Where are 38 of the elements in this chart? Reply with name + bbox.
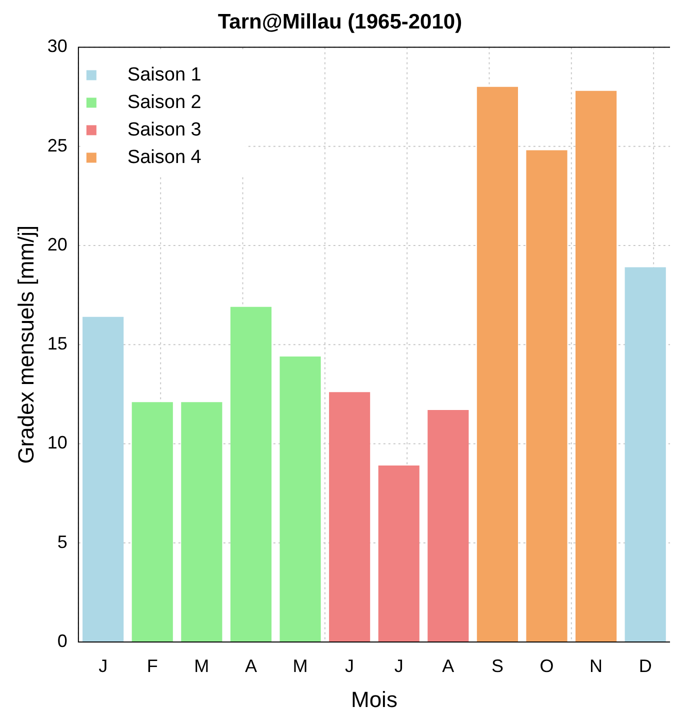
- x-tick-label: F: [146, 656, 158, 676]
- legend-label: Saison 3: [127, 119, 202, 140]
- bar: [132, 402, 173, 642]
- bar: [378, 466, 420, 642]
- bar: [329, 392, 370, 642]
- y-tick-label: 25: [47, 135, 68, 156]
- bar: [181, 402, 222, 642]
- bar: [280, 356, 321, 642]
- x-tick-label: J: [394, 656, 404, 676]
- y-tick-label: 10: [47, 432, 68, 453]
- x-tick-label: A: [442, 656, 454, 676]
- x-axis-title: Mois: [350, 686, 398, 712]
- bar: [476, 86, 518, 642]
- x-tick-label: M: [292, 656, 308, 676]
- y-tick-label: 20: [47, 234, 68, 254]
- y-tick-label: 15: [47, 334, 68, 354]
- x-tick-label: A: [244, 656, 257, 676]
- y-tick-label: 0: [57, 630, 68, 651]
- bar: [82, 316, 124, 642]
- legend-label: Saison 1: [127, 64, 202, 86]
- bar: [624, 267, 666, 642]
- bar: [526, 150, 568, 642]
- y-axis-title: Gradex mensuels [mm/j]: [13, 225, 38, 464]
- x-tick-label: J: [345, 656, 354, 676]
- x-tick-label: D: [638, 656, 652, 676]
- x-tick-label: O: [540, 656, 554, 676]
- y-tick-label: 5: [57, 532, 68, 552]
- x-tick-label: S: [491, 656, 504, 676]
- bar: [576, 90, 617, 642]
- chart-title: Tarn@Millau (1965-2010): [218, 10, 462, 34]
- legend-label: Saison 2: [127, 92, 202, 113]
- x-tick-label: J: [98, 656, 108, 676]
- bar: [230, 306, 272, 642]
- legend-label: Saison 4: [127, 146, 202, 168]
- x-tick-label: M: [194, 656, 210, 676]
- x-tick-label: N: [590, 656, 603, 676]
- bar: [428, 410, 469, 642]
- y-tick-label: 30: [47, 36, 68, 56]
